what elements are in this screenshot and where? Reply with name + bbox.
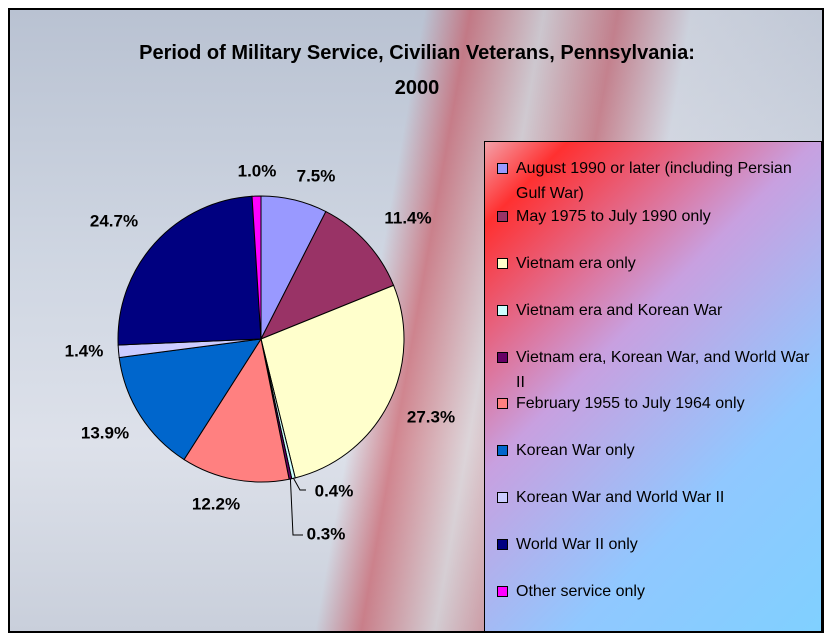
data-label: 27.3% bbox=[407, 407, 455, 426]
data-label: 1.4% bbox=[65, 341, 104, 360]
leader-line bbox=[290, 479, 303, 535]
data-label: 0.3% bbox=[307, 524, 346, 543]
data-label: 1.0% bbox=[238, 161, 277, 180]
page: {"chart_data": {"type": "pie", "title": … bbox=[0, 0, 830, 635]
data-label: 13.9% bbox=[81, 423, 129, 442]
data-label: 12.2% bbox=[192, 494, 240, 513]
data-label: 7.5% bbox=[297, 166, 336, 185]
leader-line bbox=[293, 478, 306, 490]
data-label: 0.4% bbox=[315, 481, 354, 500]
pie-slice bbox=[118, 196, 261, 345]
pie-plot: 7.5% 11.4% 27.3% 0.4% 0.3% 12.2% 13.9% 1.4% 24.7… bbox=[0, 0, 830, 635]
data-label: 24.7% bbox=[90, 211, 138, 230]
data-label: 11.4% bbox=[384, 208, 431, 227]
